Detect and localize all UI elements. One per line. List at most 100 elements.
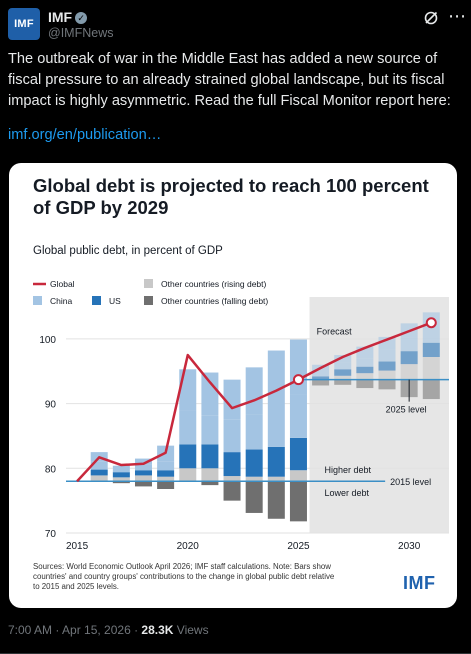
bar-segment-falling bbox=[422, 379, 440, 400]
bar-segment bbox=[179, 410, 197, 445]
bar-segment bbox=[378, 349, 396, 362]
avatar[interactable]: IMF bbox=[8, 8, 40, 40]
bar-segment bbox=[157, 461, 175, 471]
bar-segment bbox=[201, 444, 219, 469]
bar-segment bbox=[267, 412, 285, 447]
bar-segment bbox=[245, 476, 263, 482]
bar-segment bbox=[90, 469, 108, 476]
bar-segment bbox=[179, 369, 197, 411]
bar-segment bbox=[312, 376, 330, 380]
views-label: Views bbox=[176, 623, 209, 637]
x-tick-label: 2020 bbox=[177, 541, 200, 552]
forecast-annotation: Forecast bbox=[317, 326, 353, 336]
legend-swatch bbox=[144, 279, 153, 288]
bar-segment bbox=[223, 476, 241, 482]
author-name-text[interactable]: IMF bbox=[48, 9, 73, 25]
bar-segment-falling bbox=[312, 379, 330, 386]
bar-segment bbox=[90, 461, 108, 470]
y-tick-label: 80 bbox=[45, 464, 57, 475]
bar-segment bbox=[356, 358, 374, 367]
author-handle[interactable]: @IMFNews bbox=[48, 26, 114, 40]
bar-segment bbox=[289, 339, 307, 395]
x-tick-label: 2025 bbox=[287, 541, 310, 552]
bar-segment bbox=[245, 414, 263, 450]
post-text: The outbreak of war in the Middle East h… bbox=[8, 51, 451, 109]
bar-segment-falling bbox=[223, 481, 241, 501]
global-marker bbox=[292, 374, 304, 386]
global-line bbox=[76, 321, 432, 483]
legend-swatch bbox=[33, 296, 42, 305]
bar-segment bbox=[378, 361, 396, 371]
grok-icon[interactable] bbox=[423, 10, 439, 26]
bar-segment bbox=[334, 355, 352, 363]
bar-segment bbox=[422, 357, 440, 380]
x-tick-label: 2030 bbox=[398, 541, 421, 552]
bar-segment-falling bbox=[245, 481, 263, 513]
media-card[interactable]: Global debt is projected to reach 100 pe… bbox=[9, 163, 457, 608]
bar-segment bbox=[223, 379, 241, 420]
legend-label: US bbox=[109, 296, 121, 306]
y-tick-label: 90 bbox=[45, 400, 57, 411]
bar-segment bbox=[400, 337, 418, 352]
post-header: IMF IMF ✓ @IMFNews ⋯ bbox=[8, 6, 466, 40]
author-name[interactable]: IMF ✓ bbox=[48, 9, 88, 25]
bar-segment bbox=[378, 370, 396, 380]
bar-segment-falling bbox=[157, 481, 175, 489]
lower-debt-annotation: Lower debt bbox=[324, 488, 369, 498]
bar-segment bbox=[289, 470, 307, 482]
higher-debt-annotation: Higher debt bbox=[324, 465, 371, 475]
bar-segment bbox=[112, 465, 130, 473]
post-timestamp[interactable]: 7:00 AM · Apr 15, 2026 · bbox=[8, 623, 139, 637]
bar-segment bbox=[201, 468, 219, 482]
bar-segment-falling bbox=[267, 481, 285, 519]
bar-segment-falling bbox=[201, 481, 219, 486]
bar-segment bbox=[223, 419, 241, 453]
bar-segment bbox=[334, 362, 352, 370]
chart-title: Global debt is projected to reach 100 pe… bbox=[33, 175, 429, 218]
bar-segment bbox=[289, 437, 307, 471]
debt-chart: 70 80 90 100 2015 2020 2025 2030 2015 level 2025 … bbox=[33, 279, 449, 552]
bar-segment bbox=[245, 367, 263, 415]
bar-segment bbox=[134, 470, 152, 476]
bar-segment-falling bbox=[134, 481, 152, 487]
legend-swatch bbox=[144, 296, 153, 305]
y-tick-label: 100 bbox=[39, 335, 56, 346]
post-link[interactable]: imf.org/en/publication… bbox=[8, 127, 162, 143]
bar-segment bbox=[422, 342, 440, 357]
legend-swatch bbox=[92, 296, 101, 305]
x-tick-label: 2015 bbox=[66, 541, 89, 552]
bar-segment bbox=[157, 476, 175, 482]
bar-segment bbox=[289, 394, 307, 438]
post-meta: 7:00 AM · Apr 15, 2026 · 28.3K Views bbox=[8, 623, 209, 637]
legend-label: Other countries (falling debt) bbox=[161, 296, 268, 306]
bar-segment bbox=[245, 449, 263, 477]
chart-notes: Sources: World Economic Outlook April 20… bbox=[33, 562, 335, 591]
bar-segment-falling bbox=[356, 379, 374, 389]
bar-segment bbox=[90, 475, 108, 482]
bar-segment bbox=[267, 350, 285, 412]
imf-logo: IMF bbox=[403, 573, 436, 593]
bar-segment bbox=[267, 446, 285, 477]
legend-label: Global bbox=[50, 279, 75, 289]
bar-segment bbox=[134, 464, 152, 471]
legend-label: China bbox=[50, 296, 72, 306]
bar-segment bbox=[334, 375, 352, 380]
bar-segment bbox=[356, 366, 374, 374]
reference-label-2015: 2015 level bbox=[390, 477, 431, 487]
more-options-icon[interactable]: ⋯ bbox=[448, 6, 466, 26]
bar-segment bbox=[134, 458, 152, 465]
bar-segment-falling bbox=[289, 481, 307, 522]
bar-segment bbox=[400, 351, 418, 365]
chart-subtitle: Global public debt, in percent of GDP bbox=[33, 245, 223, 257]
bar-segment bbox=[112, 472, 130, 478]
global-marker bbox=[425, 317, 437, 329]
bar-segment bbox=[223, 452, 241, 477]
bar-segment-falling bbox=[112, 481, 130, 484]
reference-label-2025: 2025 level bbox=[386, 405, 427, 415]
bar-segment-falling bbox=[378, 379, 396, 390]
bar-segment bbox=[334, 369, 352, 376]
bar-segment bbox=[157, 470, 175, 477]
verified-badge-icon: ✓ bbox=[75, 12, 88, 24]
y-tick-label: 70 bbox=[45, 529, 57, 540]
bar-segment bbox=[356, 346, 374, 359]
